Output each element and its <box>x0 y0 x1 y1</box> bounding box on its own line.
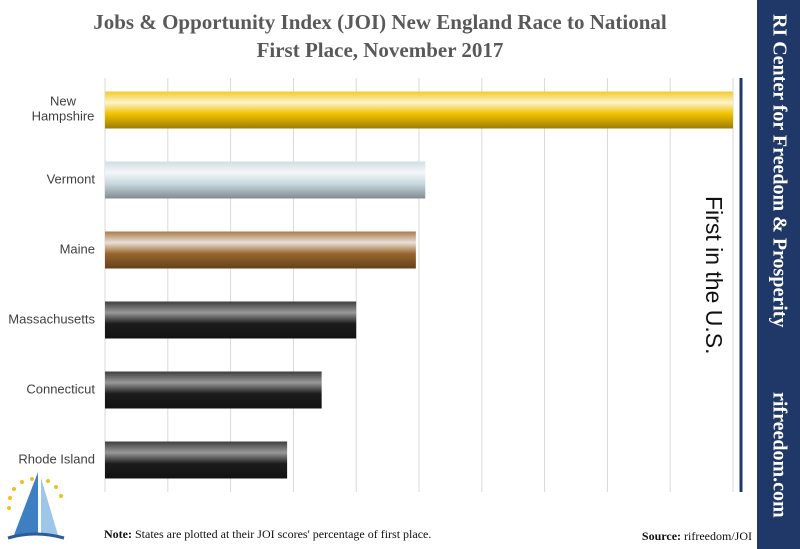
y-tick-label: Connecticut <box>26 381 95 396</box>
source: Source: rifreedom/JOI <box>642 529 752 543</box>
bar <box>105 301 357 339</box>
sidebar-org: RI Center for Freedom & Prosperity <box>768 14 790 327</box>
logo <box>7 472 65 540</box>
note-text: States are plotted at their JOI scores' … <box>135 527 431 541</box>
y-tick-label: Rhode Island <box>18 451 95 466</box>
bar <box>105 441 288 479</box>
bar <box>105 91 733 129</box>
source-label: Source: <box>642 529 681 543</box>
bar <box>105 161 426 199</box>
note-label: Note: <box>104 527 132 541</box>
y-tick-label: Massachusetts <box>8 311 95 326</box>
y-tick-label: New Hampshire <box>32 94 95 124</box>
note: Note: States are plotted at their JOI sc… <box>104 527 431 541</box>
y-tick-label: Vermont <box>47 171 96 186</box>
sidebar-band <box>757 0 800 549</box>
annotation: First in the U.S. <box>701 196 727 354</box>
chart-title: Jobs & Opportunity Index (JOI) New Engla… <box>93 10 667 62</box>
sidebar-url: rifreedom.com <box>768 392 790 518</box>
bar <box>105 231 416 269</box>
y-tick-label: Maine <box>60 241 95 256</box>
bar <box>105 371 322 409</box>
source-text: rifreedom/JOI <box>684 529 752 543</box>
